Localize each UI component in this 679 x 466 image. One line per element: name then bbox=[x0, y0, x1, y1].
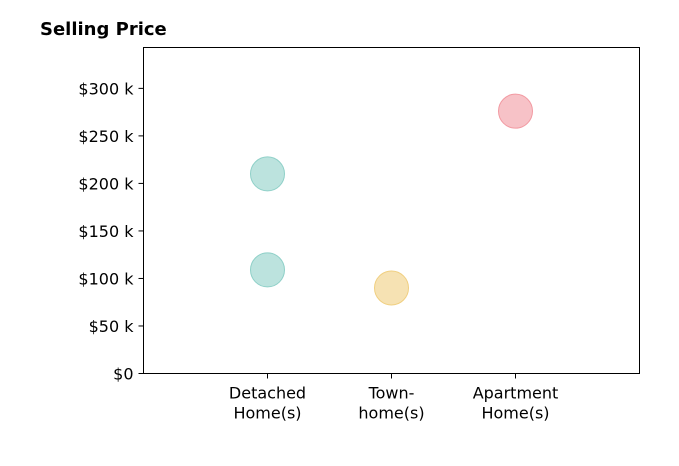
data-point bbox=[250, 252, 285, 288]
x-tick-label: Town- bbox=[368, 384, 415, 403]
chart-title: Selling Price bbox=[40, 19, 167, 40]
data-point bbox=[374, 270, 409, 306]
x-axis: DetachedHome(s)Town-home(s)ApartmentHome… bbox=[229, 373, 559, 423]
x-tick-label: Home(s) bbox=[233, 404, 301, 423]
x-tick-label: Apartment bbox=[473, 384, 559, 403]
x-tick-label: home(s) bbox=[358, 404, 424, 423]
plot-frame bbox=[143, 47, 640, 374]
data-point bbox=[250, 156, 285, 192]
y-tick-label: $0 bbox=[113, 365, 133, 384]
data-point bbox=[498, 93, 533, 129]
data-points bbox=[250, 93, 533, 306]
y-tick-label: $300 k bbox=[78, 79, 134, 98]
x-tick-label: Detached bbox=[229, 384, 306, 403]
x-tick-label: Home(s) bbox=[481, 404, 549, 423]
y-tick-label: $100 k bbox=[78, 269, 134, 288]
y-tick-label: $150 k bbox=[78, 222, 134, 241]
y-axis: $0 $50 k $100 k $150 k $200 k $250 k $300 k bbox=[78, 79, 144, 384]
y-tick-label: $50 k bbox=[89, 317, 135, 336]
y-tick-label: $250 k bbox=[78, 127, 134, 146]
y-tick-label: $200 k bbox=[78, 174, 134, 193]
